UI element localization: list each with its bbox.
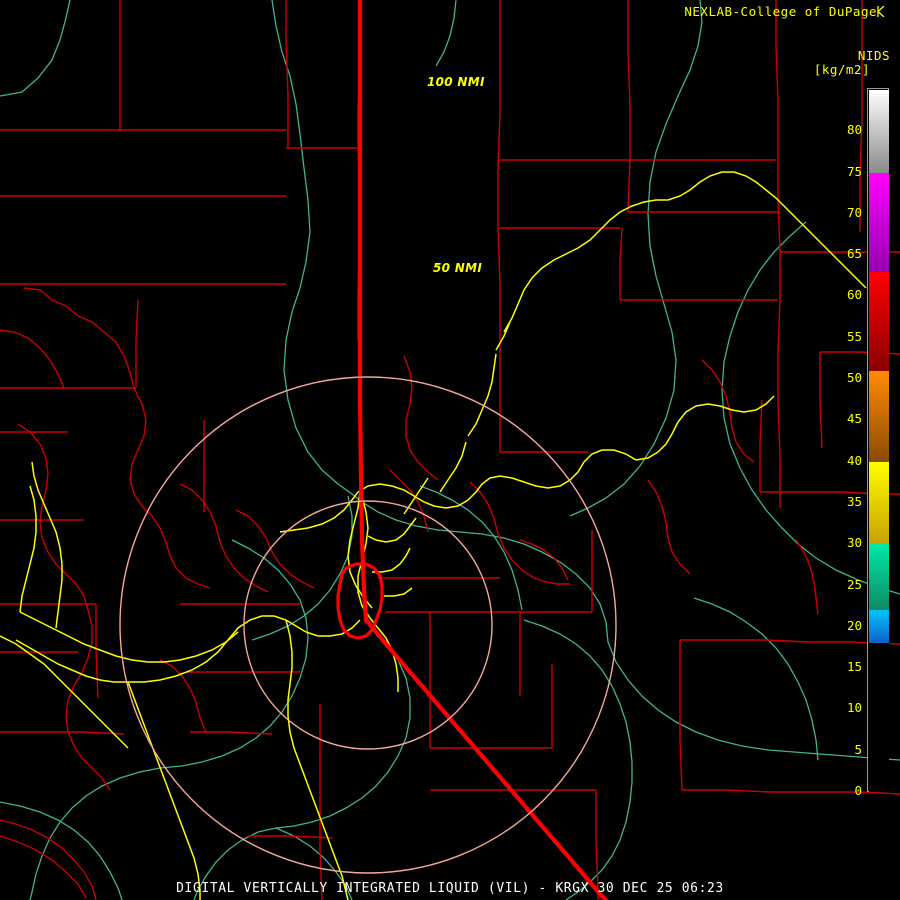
colorbar-tick-65: 65 [846, 246, 862, 262]
colorbar-units-label: [kg/m2] [813, 62, 870, 77]
colorbar-tick-10: 10 [846, 700, 862, 716]
status-bar: DIGITAL VERTICALLY INTEGRATED LIQUID (VI… [176, 881, 724, 896]
colorbar-band-18-22 [869, 610, 889, 644]
colorbar-tick-50: 50 [846, 370, 862, 386]
colorbar-gradient [869, 90, 889, 792]
colorbar[interactable] [867, 88, 889, 792]
colorbar-band-0-18 [869, 643, 889, 792]
colorbar-band-40-51 [869, 370, 889, 462]
colorbar-tick-35: 35 [846, 493, 862, 509]
colorbar-tick-55: 55 [846, 328, 862, 344]
range-ring-label-50nmi: 50 NMI [433, 261, 483, 275]
range-ring-50nmi [243, 500, 493, 750]
colorbar-tick-80: 80 [846, 122, 862, 138]
range-ring-label-100nmi: 100 NMI [427, 75, 485, 89]
colorbar-tick-75: 75 [846, 163, 862, 179]
range-ring-100nmi [119, 376, 617, 874]
colorbar-tick-45: 45 [846, 411, 862, 427]
cod-logo-icon [877, 5, 886, 18]
county-borders-detail [0, 287, 819, 900]
colorbar-band-30-40 [869, 461, 889, 545]
brand-label: NEXLAB-College of DuPage [684, 4, 886, 19]
colorbar-band-51-63 [869, 271, 889, 371]
colorbar-tick-40: 40 [846, 452, 862, 468]
urban-area-outline [336, 562, 384, 640]
colorbar-tick-70: 70 [846, 204, 862, 220]
colorbar-tick-15: 15 [846, 659, 862, 675]
colorbar-band-63-75 [869, 172, 889, 272]
colorbar-band-75-85 [869, 90, 889, 173]
range-rings-layer [119, 376, 617, 874]
colorbar-tick-0: 0 [854, 783, 862, 798]
brand-text: NEXLAB-College of DuPage [684, 4, 877, 19]
colorbar-frame [867, 88, 889, 792]
colorbar-tick-30: 30 [846, 535, 862, 551]
colorbar-tick-20: 20 [846, 617, 862, 633]
colorbar-band-22-30 [869, 544, 889, 611]
colorbar-tick-5: 5 [854, 741, 862, 757]
colorbar-tick-25: 25 [846, 576, 862, 592]
colorbar-tick-60: 60 [846, 287, 862, 303]
product-source-label: NIDS [857, 48, 890, 63]
